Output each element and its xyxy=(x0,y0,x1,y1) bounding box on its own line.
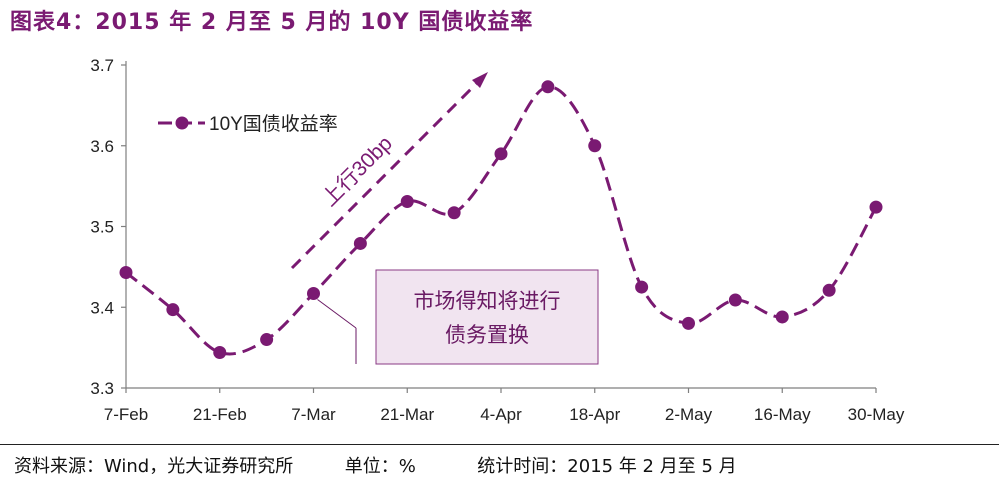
line-chart: 3.3 3.4 3.5 3.6 3.7 7-Feb 21-Feb 7-Mar 21-Mar 4-A… xyxy=(90,56,905,424)
data-point xyxy=(166,303,180,317)
data-point xyxy=(728,293,742,307)
y-tick-label: 3.5 xyxy=(90,218,114,237)
unit-note: 单位：% xyxy=(344,456,416,477)
data-point xyxy=(260,333,274,347)
data-point xyxy=(494,147,508,161)
y-tick-label: 3.7 xyxy=(90,56,114,75)
data-point xyxy=(775,310,789,324)
x-tick-label: 18-Apr xyxy=(569,405,620,424)
footer: 资料来源：Wind，光大证券研究所 单位：% 统计时间：2015 年 2 月至 … xyxy=(14,452,737,478)
trend-arrow-head xyxy=(472,72,488,88)
data-point xyxy=(682,316,695,330)
legend-label: 10Y国债收益率 xyxy=(209,113,338,135)
period-note: 统计时间：2015 年 2 月至 5 月 xyxy=(477,456,737,477)
data-point xyxy=(353,236,367,250)
y-tick-label: 3.3 xyxy=(90,379,114,398)
x-tick-label: 7-Feb xyxy=(104,405,148,424)
data-point xyxy=(635,280,649,294)
trend-arrow-line xyxy=(290,80,480,270)
chart-title: 图表4：2015 年 2 月至 5 月的 10Y 国债收益率 xyxy=(10,10,534,35)
x-tick-label: 2-May xyxy=(665,405,713,424)
callout-leader xyxy=(317,299,357,329)
data-point xyxy=(588,139,602,153)
x-tick-label: 30-May xyxy=(848,405,905,424)
data-point xyxy=(213,345,227,359)
x-tick-label: 21-Mar xyxy=(380,405,434,424)
data-point xyxy=(447,206,461,220)
footer-divider xyxy=(0,444,999,445)
annotation-text-line1: 市场得知将进行 xyxy=(414,290,561,313)
x-tick-label: 7-Mar xyxy=(291,405,336,424)
x-tick-label: 4-Apr xyxy=(480,405,522,424)
annotation-box xyxy=(375,269,599,365)
legend-marker xyxy=(175,116,189,130)
data-point xyxy=(869,200,883,214)
annotation-text-line2: 债务置换 xyxy=(445,324,529,347)
data-point xyxy=(541,80,555,94)
x-tick-label: 21-Feb xyxy=(193,405,247,424)
y-tick-label: 3.4 xyxy=(90,298,114,317)
source-note: 资料来源：Wind，光大证券研究所 xyxy=(14,456,294,477)
y-tick-label: 3.6 xyxy=(90,137,114,156)
data-point xyxy=(400,194,414,208)
data-point xyxy=(822,283,836,297)
x-tick-label: 16-May xyxy=(754,405,811,424)
data-point xyxy=(307,287,320,301)
data-point xyxy=(119,266,133,280)
trend-arrow-label: 上行30bp xyxy=(318,132,397,211)
